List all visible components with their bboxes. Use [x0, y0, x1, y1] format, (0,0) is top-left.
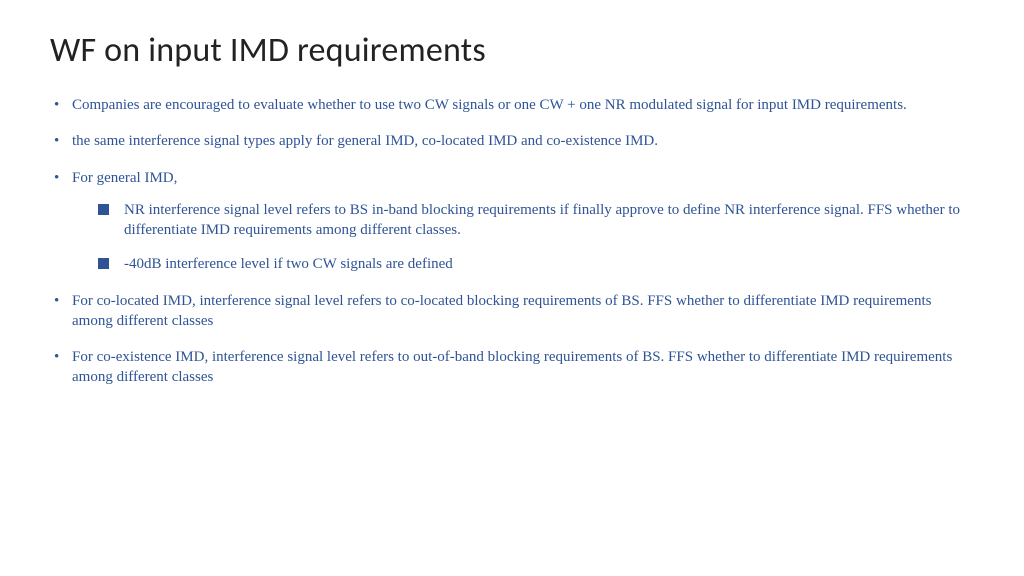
sub-bullet-list: NR interference signal level refers to B… [72, 200, 974, 275]
list-item: -40dB interference level if two CW signa… [92, 254, 974, 274]
bullet-text: -40dB interference level if two CW signa… [124, 256, 453, 272]
bullet-text: the same interference signal types apply… [72, 133, 658, 149]
bullet-text: NR interference signal level refers to B… [124, 202, 960, 238]
bullet-text: For general IMD, [72, 170, 177, 186]
slide: WF on input IMD requirements Companies a… [0, 0, 1024, 576]
list-item: For co-located IMD, interference signal … [50, 291, 974, 332]
slide-title: WF on input IMD requirements [40, 30, 984, 71]
list-item: NR interference signal level refers to B… [92, 200, 974, 241]
bullet-text: Companies are encouraged to evaluate whe… [72, 97, 907, 113]
list-item: For general IMD, NR interference signal … [50, 168, 974, 275]
bullet-list: Companies are encouraged to evaluate whe… [50, 95, 974, 388]
list-item: the same interference signal types apply… [50, 131, 974, 151]
bullet-text: For co-existence IMD, interference signa… [72, 349, 952, 385]
slide-body: Companies are encouraged to evaluate whe… [40, 95, 984, 388]
list-item: Companies are encouraged to evaluate whe… [50, 95, 974, 115]
bullet-text: For co-located IMD, interference signal … [72, 293, 931, 329]
list-item: For co-existence IMD, interference signa… [50, 347, 974, 388]
